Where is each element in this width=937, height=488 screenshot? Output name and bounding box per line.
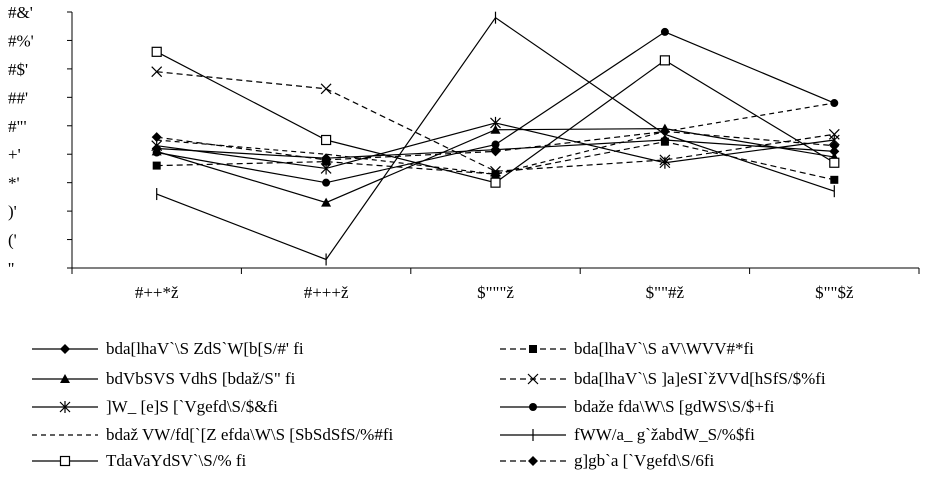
series-lines [156, 16, 835, 261]
legend-label: bda[lhaV`\S aV\WVV#*fi [574, 339, 754, 358]
data-point [659, 55, 671, 66]
data-point [829, 146, 840, 157]
legend-swatch [32, 434, 98, 436]
legend-swatch-marker [529, 403, 537, 411]
x-axis-tick-labels: #++*ž #+++ž $"""ž $""#ž $""$ž [135, 283, 854, 302]
legend-label: g]gb`a [`Vgefd\S/6fi [574, 451, 715, 470]
legend-label: bda[lhaV`\S ZdS`W[b[S/#' fi [106, 339, 304, 358]
data-point [491, 170, 500, 179]
data-point [322, 178, 331, 187]
data-point [490, 165, 501, 177]
series-line-2 [156, 128, 835, 204]
legend-label: bda[lhaV`\S ]a]eSI`žVVd[hSfS/$%fi [574, 369, 826, 388]
legend-swatch [500, 403, 566, 411]
data-point [659, 126, 670, 137]
legend-swatch [500, 373, 566, 385]
y-tick-label: #&' [8, 3, 33, 22]
legend-label: bdaž VW/fd[`[Z efda\W\S [SbSdSfS/%#fi [106, 425, 394, 444]
x-tick-label: $""$ž [815, 283, 854, 302]
data-point [660, 137, 669, 146]
legend-swatch [500, 456, 566, 466]
line-chart: '' (' )' *' +' #"' ##' #$' #%' #&' #++*ž #+++ž $"""… [8, 3, 920, 302]
series-markers-8 [151, 46, 840, 188]
series-markers [151, 11, 840, 266]
series-line-1 [156, 141, 835, 181]
legend-item: fWW/a_ g`žabdW_S/%$fi [498, 424, 755, 446]
series-line-5 [156, 31, 835, 184]
data-point [830, 175, 839, 184]
legend-item: bda[lhaV`\S ]a]eSI`žVVd[hSfS/$%fi [498, 368, 826, 390]
legend-swatch [32, 344, 98, 354]
legend-swatch [32, 401, 98, 413]
series-markers-2 [151, 123, 840, 207]
y-tick-label: #"' [8, 117, 27, 136]
data-point [152, 148, 161, 157]
legend-item: bdVbSVS VdhS [bdaž/S" fi [30, 368, 295, 390]
data-point [490, 177, 501, 188]
chart-legend: bda[lhaV`\S ZdS`W[b[S/#' fi bda[lhaV`\S a… [0, 338, 937, 488]
y-tick-label: *' [8, 174, 20, 193]
chart-axes [67, 11, 920, 274]
data-point [151, 66, 163, 78]
series-line-3 [156, 71, 835, 172]
legend-swatch-marker [60, 374, 70, 383]
series-markers-9 [151, 126, 840, 165]
legend-label: bdVbSVS VdhS [bdaž/S" fi [106, 369, 296, 388]
legend-swatch-marker [527, 373, 539, 385]
data-point [491, 140, 500, 149]
legend-swatch [32, 374, 98, 383]
data-point [660, 27, 669, 36]
data-point [829, 157, 840, 168]
legend-swatch-marker [59, 401, 71, 413]
data-point [490, 146, 501, 157]
y-tick-label: ##' [8, 88, 28, 107]
y-tick-label: #%' [8, 31, 34, 50]
x-tick-label: #+++ž [304, 283, 349, 302]
data-point [151, 46, 162, 57]
legend-label: ]W_ [e]S [`Vgefd\S/$&fi [106, 397, 278, 416]
data-point [830, 99, 839, 108]
y-tick-label: +' [8, 145, 21, 164]
series-line-7 [156, 16, 835, 261]
legend-item: bdaže fda\W\S [gdWS\S/$+fi [498, 396, 774, 418]
legend-swatch-marker [60, 344, 70, 354]
series-markers-7 [156, 11, 835, 266]
data-point [152, 161, 161, 170]
y-axis-tick-labels: '' (' )' *' +' #"' ##' #$' #%' #&' [8, 3, 34, 278]
legend-swatch-marker [59, 455, 71, 467]
legend-item: TdaVaYdSV`\S/% fi [30, 450, 246, 472]
legend-item: g]gb`a [`Vgefd\S/6fi [498, 450, 714, 472]
y-tick-label: '' [8, 259, 14, 278]
y-tick-label: )' [8, 202, 17, 221]
series-markers-5 [152, 27, 839, 187]
data-point [321, 154, 332, 165]
data-point [659, 156, 671, 169]
y-tick-label: (' [8, 231, 17, 250]
legend-label: fWW/a_ g`žabdW_S/%$fi [574, 425, 755, 444]
data-point [151, 132, 162, 143]
y-tick-label: #$' [8, 60, 28, 79]
legend-swatch [500, 345, 566, 353]
data-point [490, 116, 501, 129]
data-point [321, 197, 332, 207]
legend-item: bdaž VW/fd[`[Z efda\W\S [SbSdSfS/%#fi [30, 424, 393, 446]
x-tick-label: $""#ž [646, 283, 685, 302]
data-point [320, 83, 332, 95]
legend-label: TdaVaYdSV`\S/% fi [106, 451, 247, 470]
legend-label: bdaže fda\W\S [gdWS\S/$+fi [574, 397, 775, 416]
legend-item: bda[lhaV`\S ZdS`W[b[S/#' fi [30, 338, 304, 360]
legend-swatch-marker [529, 345, 537, 353]
data-point [829, 140, 840, 151]
x-tick-label: #++*ž [135, 283, 179, 302]
legend-swatch-marker [528, 456, 538, 466]
legend-item: ]W_ [e]S [`Vgefd\S/$&fi [30, 396, 278, 418]
legend-item: bda[lhaV`\S aV\WVV#*fi [498, 338, 754, 360]
x-tick-label: $"""ž [477, 283, 514, 302]
legend-swatch [32, 455, 98, 467]
data-point [321, 134, 332, 146]
data-point [490, 124, 501, 134]
legend-swatch [500, 429, 566, 441]
